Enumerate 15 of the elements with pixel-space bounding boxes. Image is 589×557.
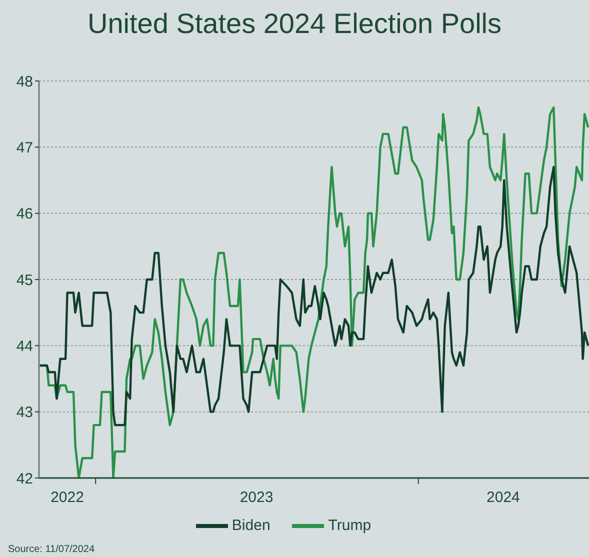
legend-label: Biden <box>232 516 270 534</box>
source-note: Source: 11/07/2024 <box>8 544 95 555</box>
chart-title: United States 2024 Election Polls <box>86 8 503 40</box>
x-tick-label: 2022 <box>50 489 84 506</box>
y-tick-label: 42 <box>16 470 33 488</box>
y-tick-label: 45 <box>16 272 33 289</box>
x-tick-label: 2023 <box>240 489 274 506</box>
y-tick-label: 48 <box>16 73 33 90</box>
legend-label: Trump <box>328 516 372 534</box>
y-tick-label: 44 <box>16 338 33 355</box>
y-tick-label: 46 <box>16 206 33 223</box>
y-tick-label: 47 <box>16 139 33 156</box>
line-series <box>39 166 589 426</box>
x-tick-label: 2024 <box>486 489 520 506</box>
y-tick-label: 43 <box>16 404 33 422</box>
